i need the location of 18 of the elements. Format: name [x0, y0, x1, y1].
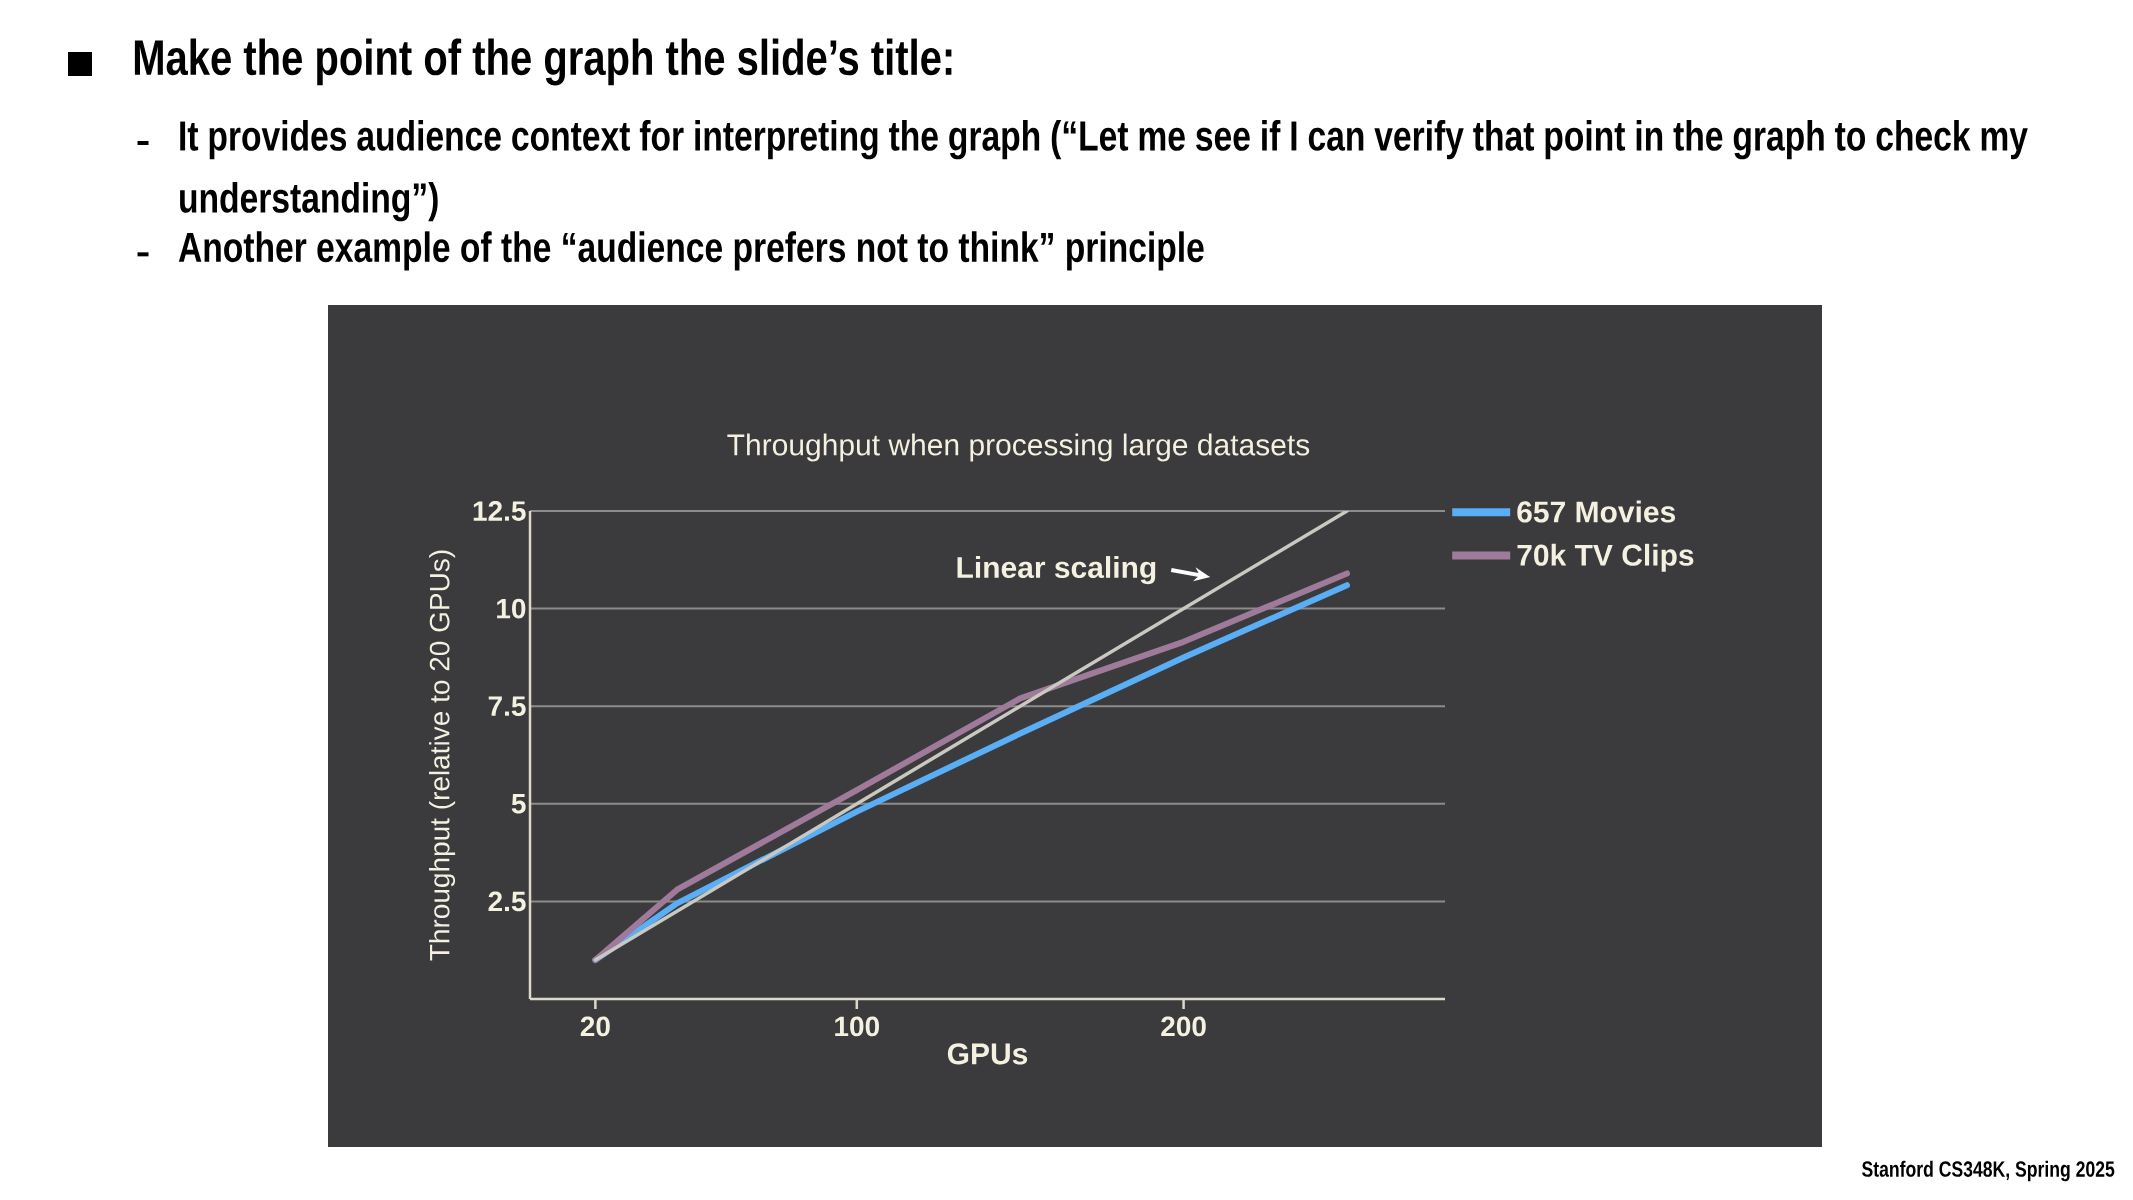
y-tick-label: 2.5	[488, 891, 526, 912]
text: Make the point of the graph the slide’s title:	[134, 38, 952, 86]
chart-title: Throughput when processing large datasets	[727, 433, 1310, 462]
legend-label: 657 Movies	[1517, 500, 1676, 523]
annotation: Linear scaling	[957, 556, 1156, 585]
y-tick-label: 7.5	[488, 696, 526, 716]
text: It provides audience context for interpreting the graph (“Let me see if I can verify that point in the graph to check my understanding”)	[180, 120, 2028, 222]
legend-label: 70k TV Clips	[1517, 543, 1694, 572]
text: Another example of the “audience prefers not to think” principle	[178, 231, 1204, 271]
x-axis-title: GPUs	[947, 1043, 1028, 1065]
x-tick-label: 20	[580, 1016, 610, 1037]
text: Stanford CS348K, Spring 2025	[1862, 1160, 2115, 1182]
y-tick-label: 10	[497, 598, 526, 619]
x-tick-label: 200	[1161, 1016, 1206, 1037]
y-tick-label: 5	[511, 794, 526, 814]
y-tick-label: 12.5	[473, 501, 526, 521]
x-tick-label: 100	[835, 1016, 879, 1037]
y-axis-title: Throughput (relative to 20 GPUs)	[429, 550, 456, 961]
